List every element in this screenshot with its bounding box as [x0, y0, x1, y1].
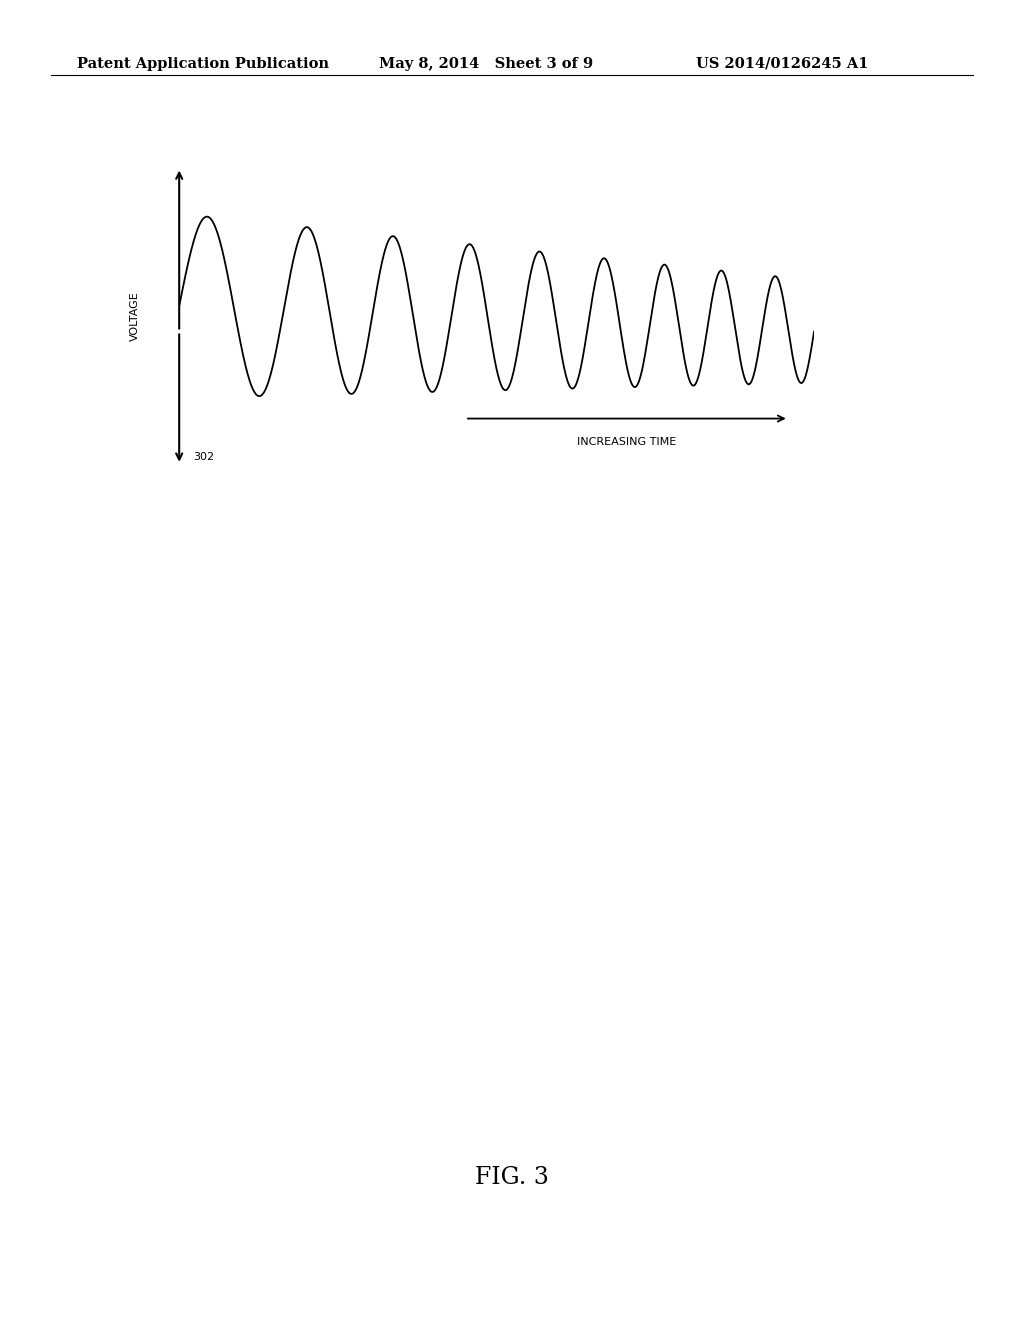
- Text: May 8, 2014   Sheet 3 of 9: May 8, 2014 Sheet 3 of 9: [379, 57, 593, 71]
- Text: Patent Application Publication: Patent Application Publication: [77, 57, 329, 71]
- Text: VOLTAGE: VOLTAGE: [130, 292, 139, 341]
- Text: INCREASING TIME: INCREASING TIME: [578, 437, 677, 447]
- Text: US 2014/0126245 A1: US 2014/0126245 A1: [696, 57, 868, 71]
- Text: 302: 302: [194, 453, 214, 462]
- Text: FIG. 3: FIG. 3: [475, 1166, 549, 1189]
